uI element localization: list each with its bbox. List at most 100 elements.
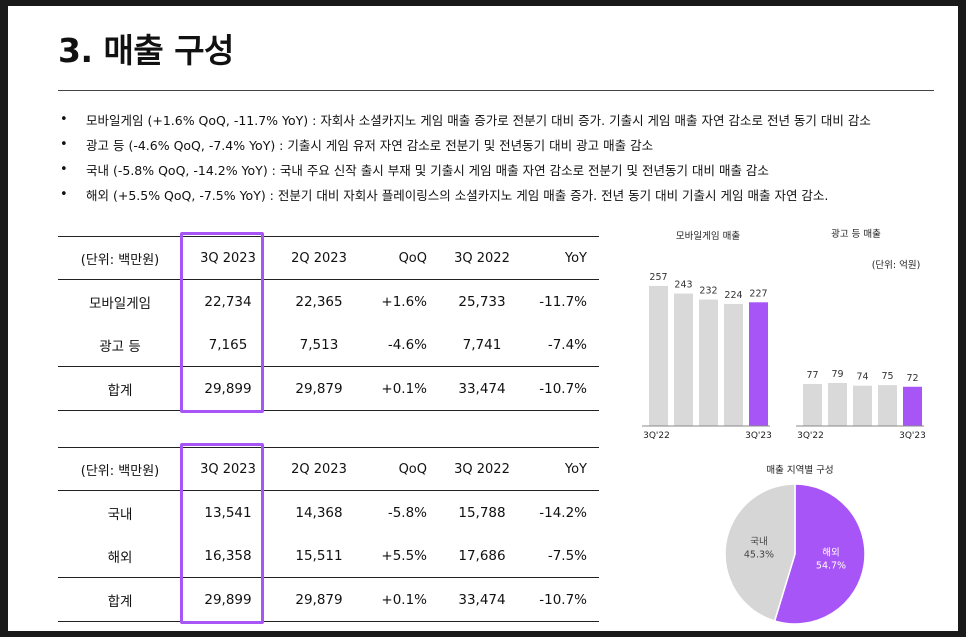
bar-value-label: 75 bbox=[881, 371, 893, 382]
ad-chart-title: 광고 등 매출 bbox=[831, 229, 881, 240]
bar-value-label: 74 bbox=[856, 372, 868, 383]
cell-yoy: -11.7% bbox=[539, 293, 587, 310]
cell-yoy: -10.7% bbox=[525, 366, 599, 411]
slide: 3. 매출 구성 • 모바일게임 (+1.6% QoQ, -11.7% YoY)… bbox=[8, 6, 958, 631]
col-header-2q2023: 2Q 2023 bbox=[274, 447, 364, 491]
x-tick-label: 3Q'22 bbox=[797, 431, 824, 441]
bullet-marker: • bbox=[60, 137, 68, 152]
cell-yoy: -14.2% bbox=[539, 504, 587, 521]
bar bbox=[724, 303, 743, 426]
bullet-text: 모바일게임 (+1.6% QoQ, -11.7% YoY) : 자회사 소셜카지… bbox=[86, 113, 871, 128]
unit-header: (단위: 백만원) bbox=[58, 236, 182, 280]
bar bbox=[803, 384, 822, 426]
cell-3q2022: 7,741 bbox=[462, 336, 502, 353]
bullet-marker: • bbox=[60, 162, 68, 177]
table-total-row: 합계 29,899 29,879 +0.1% 33,474 -10.7% bbox=[58, 366, 599, 411]
cell-qoq: +5.5% bbox=[381, 547, 427, 564]
revenue-by-type-table: (단위: 백만원) 3Q 2023 2Q 2023 QoQ 3Q 2022 Yo… bbox=[58, 236, 599, 411]
pie-chart-title: 매출 지역별 구성 bbox=[766, 465, 834, 476]
unit-header: (단위: 백만원) bbox=[58, 447, 182, 491]
table-header-row: (단위: 백만원) 3Q 2023 2Q 2023 QoQ 3Q 2022 Yo… bbox=[58, 447, 599, 491]
col-header-qoq: QoQ bbox=[364, 447, 439, 491]
unit-note: (단위: 억원) bbox=[871, 260, 921, 271]
region-pie-chart: 해외 54.7% 국내 45.3% bbox=[724, 483, 866, 625]
cell-3q2023: 13,541 bbox=[204, 504, 252, 521]
bullet-marker: • bbox=[60, 187, 68, 202]
cell-3q2022: 15,788 bbox=[458, 504, 506, 521]
cell-qoq: -5.8% bbox=[387, 504, 427, 521]
mobile-revenue-bar-chart: 257 243 232 224 227 3Q'22 3Q'23 bbox=[642, 272, 772, 441]
bar bbox=[699, 299, 718, 426]
col-header-qoq: QoQ bbox=[364, 236, 439, 280]
cell-qoq: +1.6% bbox=[381, 293, 427, 310]
x-tick-label: 3Q'22 bbox=[643, 431, 670, 441]
bar bbox=[903, 386, 922, 426]
bullet-item: • 국내 (-5.8% QoQ, -14.2% YoY) : 국내 주요 신작 … bbox=[60, 157, 940, 182]
bar bbox=[649, 285, 668, 426]
mobile-chart-title: 모바일게임 매출 bbox=[675, 231, 741, 242]
pie-slice-name: 국내 bbox=[750, 537, 767, 548]
col-header-3q2023: 3Q 2023 bbox=[182, 236, 274, 280]
bar-value-label: 79 bbox=[831, 369, 843, 380]
cell-3q2022: 33,474 bbox=[439, 366, 525, 411]
cell-3q2023: 7,165 bbox=[208, 336, 248, 353]
cell-3q2023: 16,358 bbox=[204, 547, 252, 564]
row-label: 광고 등 bbox=[99, 338, 141, 355]
col-header-3q2022: 3Q 2022 bbox=[439, 447, 525, 491]
cell-qoq: +0.1% bbox=[364, 366, 439, 411]
pie-slice bbox=[773, 483, 866, 625]
bullet-list: • 모바일게임 (+1.6% QoQ, -11.7% YoY) : 자회사 소셜… bbox=[60, 107, 940, 207]
row-label: 모바일게임 bbox=[88, 295, 152, 312]
col-header-yoy: YoY bbox=[525, 447, 599, 491]
bar-value-label: 243 bbox=[674, 280, 692, 291]
cell-2q2023: 7,513 bbox=[299, 336, 339, 353]
cell-2q2023: 22,365 bbox=[295, 293, 343, 310]
bullet-text: 해외 (+5.5% QoQ, -7.5% YoY) : 전분기 대비 자회사 플… bbox=[86, 188, 829, 203]
col-header-yoy: YoY bbox=[525, 236, 599, 280]
row-label: 국내 bbox=[107, 506, 133, 523]
bar-value-label: 72 bbox=[906, 373, 918, 384]
bar-value-label: 227 bbox=[749, 288, 767, 299]
bar bbox=[853, 385, 872, 426]
table-row: 모바일게임 22,734 22,365 +1.6% 25,733 -11.7% bbox=[58, 280, 599, 324]
row-label: 해외 bbox=[107, 549, 133, 566]
cell-yoy: -7.5% bbox=[547, 547, 587, 564]
cell-qoq: +0.1% bbox=[364, 577, 439, 622]
table-row: 국내 13,541 14,368 -5.8% 15,788 -14.2% bbox=[58, 491, 599, 535]
bar-value-label: 77 bbox=[806, 370, 818, 381]
bullet-item: • 광고 등 (-4.6% QoQ, -7.4% YoY) : 기출시 게임 유… bbox=[60, 132, 940, 157]
cell-3q2022: 33,474 bbox=[439, 577, 525, 622]
pie-slice bbox=[724, 483, 796, 622]
bar bbox=[878, 385, 897, 426]
cell-2q2023: 15,511 bbox=[295, 547, 343, 564]
bullet-item: • 해외 (+5.5% QoQ, -7.5% YoY) : 전분기 대비 자회사… bbox=[60, 182, 940, 207]
cell-yoy: -10.7% bbox=[525, 577, 599, 622]
table-header-row: (단위: 백만원) 3Q 2023 2Q 2023 QoQ 3Q 2022 Yo… bbox=[58, 236, 599, 280]
table-row: 해외 16,358 15,511 +5.5% 17,686 -7.5% bbox=[58, 534, 599, 578]
cell-3q2022: 25,733 bbox=[458, 293, 506, 310]
page-title: 3. 매출 구성 bbox=[58, 31, 234, 70]
bullet-marker: • bbox=[60, 112, 68, 127]
ad-revenue-bar-chart: 77 79 74 75 72 3Q'22 3Q'23 bbox=[796, 369, 926, 441]
pie-slice-value: 54.7% bbox=[816, 560, 846, 571]
row-label: 합계 bbox=[58, 366, 182, 411]
row-label: 합계 bbox=[58, 577, 182, 622]
cell-3q2023: 29,899 bbox=[182, 366, 274, 411]
bar-value-label: 224 bbox=[724, 290, 742, 301]
cell-2q2023: 14,368 bbox=[295, 504, 343, 521]
pie-slice-value: 45.3% bbox=[744, 550, 774, 561]
cell-yoy: -7.4% bbox=[547, 336, 587, 353]
table-total-row: 합계 29,899 29,879 +0.1% 33,474 -10.7% bbox=[58, 577, 599, 622]
cell-3q2022: 17,686 bbox=[458, 547, 506, 564]
table-row: 광고 등 7,165 7,513 -4.6% 7,741 -7.4% bbox=[58, 323, 599, 367]
cell-qoq: -4.6% bbox=[387, 336, 427, 353]
bar-value-label: 232 bbox=[699, 286, 717, 297]
pie-slice-name: 해외 bbox=[822, 546, 839, 558]
title-divider bbox=[58, 90, 934, 91]
bar bbox=[749, 302, 768, 426]
revenue-by-region-table: (단위: 백만원) 3Q 2023 2Q 2023 QoQ 3Q 2022 Yo… bbox=[58, 447, 599, 622]
cell-3q2023: 22,734 bbox=[204, 293, 252, 310]
cell-3q2023: 29,899 bbox=[182, 577, 274, 622]
bullet-text: 국내 (-5.8% QoQ, -14.2% YoY) : 국내 주요 신작 출시… bbox=[86, 163, 769, 178]
bullet-item: • 모바일게임 (+1.6% QoQ, -11.7% YoY) : 자회사 소셜… bbox=[60, 107, 940, 132]
